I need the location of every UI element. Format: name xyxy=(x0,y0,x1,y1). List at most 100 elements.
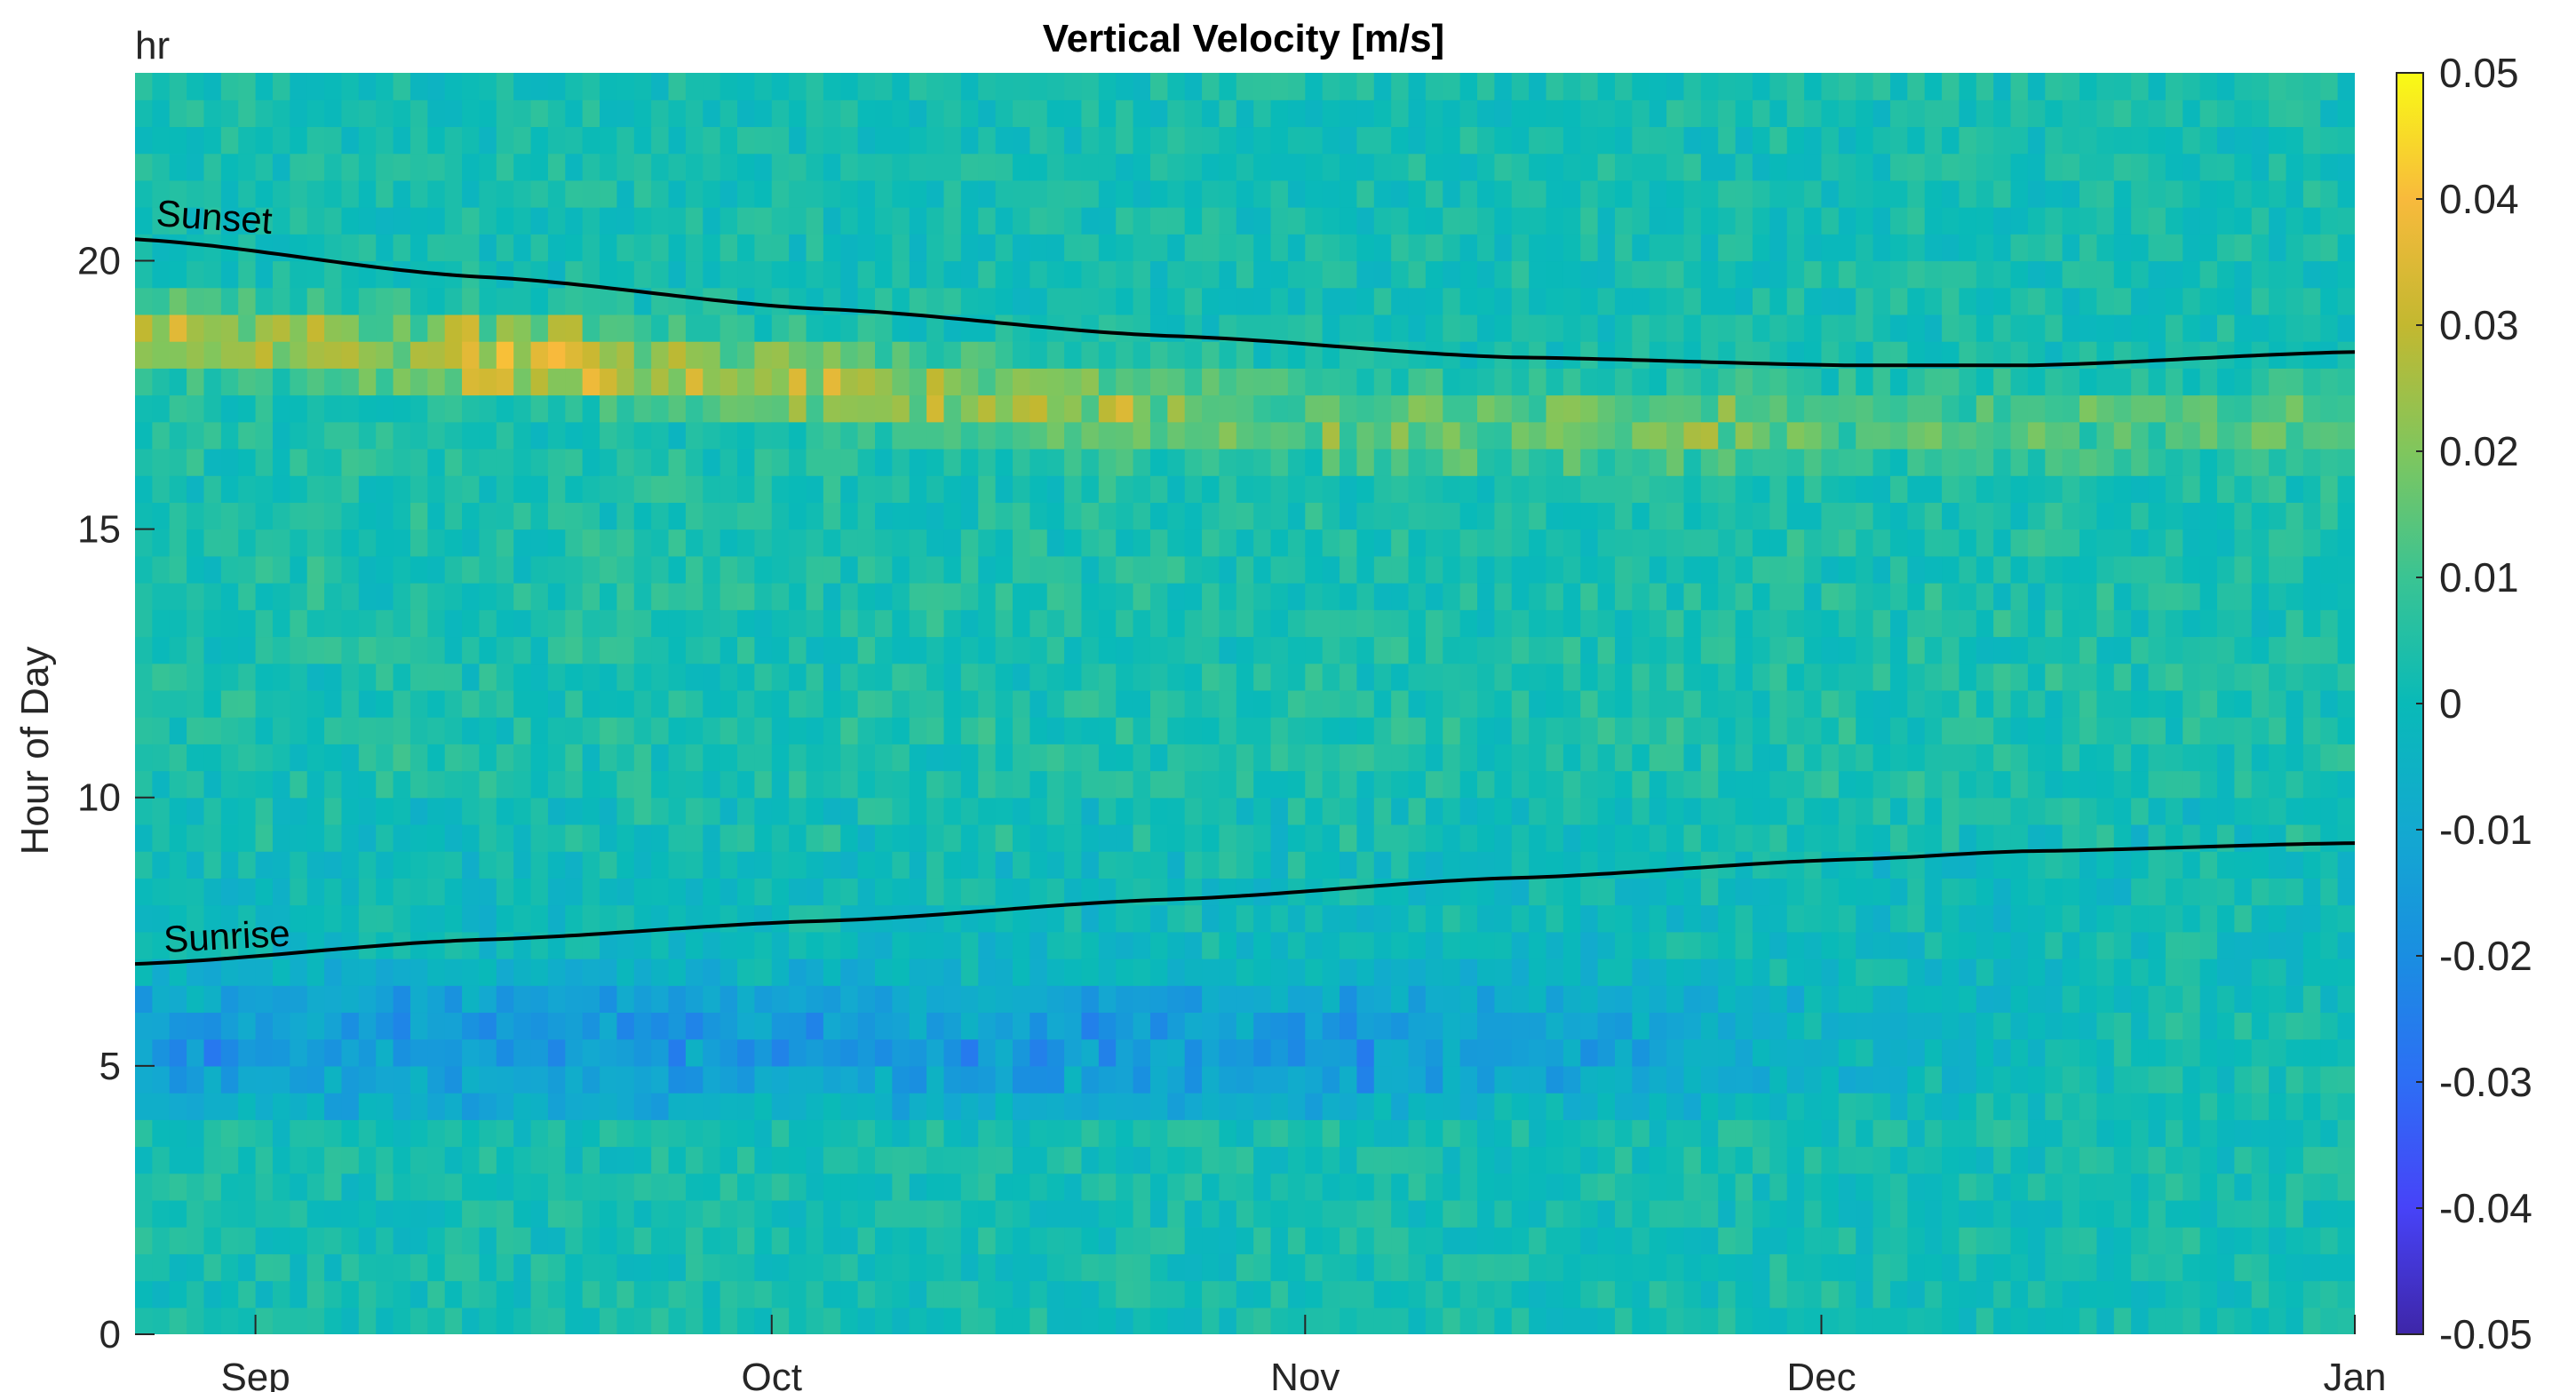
heatmap-cell xyxy=(1202,179,1220,208)
heatmap-cell xyxy=(703,368,721,396)
heatmap-cell xyxy=(1683,609,1702,638)
heatmap-cell xyxy=(720,583,738,610)
heatmap-cell xyxy=(479,1280,497,1308)
heatmap-cell xyxy=(187,555,205,584)
heatmap-cell xyxy=(1769,475,1788,503)
heatmap-cell xyxy=(1253,1253,1272,1282)
heatmap-cell xyxy=(1202,1146,1220,1174)
heatmap-cell xyxy=(1081,234,1100,262)
heatmap-cell xyxy=(823,153,841,181)
heatmap-cell xyxy=(1477,126,1495,155)
heatmap-cell xyxy=(754,717,773,744)
heatmap-cell xyxy=(135,1173,153,1201)
heatmap-cell xyxy=(1666,529,1685,557)
heatmap-cell xyxy=(513,502,532,530)
heatmap-cell xyxy=(1184,1253,1203,1282)
heatmap-cell xyxy=(1769,99,1788,128)
heatmap-cell xyxy=(600,985,618,1014)
heatmap-cell xyxy=(1666,1093,1685,1120)
heatmap-cell xyxy=(135,368,153,396)
heatmap-cell xyxy=(1046,689,1065,718)
heatmap-cell xyxy=(1735,73,1753,100)
heatmap-cell xyxy=(1340,797,1358,825)
heatmap-cell xyxy=(1838,368,1856,396)
heatmap-cell xyxy=(565,583,584,610)
heatmap-cell xyxy=(1184,502,1203,530)
heatmap-cell xyxy=(1804,1038,1823,1067)
heatmap-cell xyxy=(1872,529,1891,557)
heatmap-cell xyxy=(1838,207,1856,235)
heatmap-cell xyxy=(1735,1280,1753,1308)
heatmap-cell xyxy=(1202,1280,1220,1308)
heatmap-cell xyxy=(1459,368,1478,396)
heatmap-cell xyxy=(1907,126,1926,155)
heatmap-cell xyxy=(1184,663,1203,691)
heatmap-cell xyxy=(1666,717,1685,744)
heatmap-cell xyxy=(857,1065,876,1094)
heatmap-cell xyxy=(1666,878,1685,906)
heatmap-cell xyxy=(1872,689,1891,718)
heatmap-cell xyxy=(1562,1065,1581,1094)
heatmap-cell xyxy=(1752,73,1770,100)
heatmap-cell xyxy=(547,207,566,235)
heatmap-cell xyxy=(720,1093,738,1120)
heatmap-cell xyxy=(857,287,876,315)
heatmap-cell xyxy=(1202,878,1220,906)
heatmap-cell xyxy=(444,1280,463,1308)
heatmap-cell xyxy=(685,341,704,369)
heatmap-cell xyxy=(926,1280,945,1308)
heatmap-cell xyxy=(290,985,308,1014)
heatmap-cell xyxy=(1718,1280,1737,1308)
heatmap-cell xyxy=(324,421,343,449)
heatmap-cell xyxy=(1683,689,1702,718)
heatmap-cell xyxy=(1116,502,1134,530)
heatmap-cell xyxy=(1167,287,1186,315)
heatmap-cell xyxy=(1116,1038,1134,1067)
heatmap-cell xyxy=(306,744,325,772)
heatmap-cell xyxy=(358,717,377,744)
heatmap-cell xyxy=(1340,99,1358,128)
heatmap-cell xyxy=(479,636,497,664)
heatmap-cell xyxy=(1133,73,1151,100)
heatmap-cell xyxy=(1149,448,1168,476)
heatmap-cell xyxy=(582,475,600,503)
heatmap-cell xyxy=(1632,797,1650,825)
heatmap-cell xyxy=(1046,958,1065,986)
heatmap-cell xyxy=(1580,207,1599,235)
heatmap-cell xyxy=(1804,1173,1823,1201)
heatmap-cell xyxy=(909,1307,927,1334)
heatmap-cell xyxy=(513,985,532,1014)
heatmap-cell xyxy=(1133,583,1151,610)
heatmap-cell xyxy=(1838,1280,1856,1308)
heatmap-cell xyxy=(1683,260,1702,289)
heatmap-cell xyxy=(1942,1065,1960,1094)
heatmap-cell xyxy=(341,1199,360,1228)
heatmap-cell xyxy=(995,475,1014,503)
heatmap-cell xyxy=(1580,448,1599,476)
heatmap-cell xyxy=(737,797,755,825)
heatmap-cell xyxy=(409,1012,428,1040)
heatmap-cell xyxy=(1562,1199,1581,1228)
heatmap-cell xyxy=(960,797,979,825)
heatmap-cell xyxy=(358,1038,377,1067)
heatmap-cell xyxy=(187,931,205,959)
heatmap-cell xyxy=(1580,99,1599,128)
heatmap-cell xyxy=(409,448,428,476)
heatmap-cell xyxy=(1718,1227,1737,1254)
heatmap-cell xyxy=(1116,207,1134,235)
heatmap-cell xyxy=(1942,851,1960,879)
heatmap-cell xyxy=(685,1253,704,1282)
heatmap-cell xyxy=(1202,797,1220,825)
heatmap-cell xyxy=(1459,851,1478,879)
heatmap-cell xyxy=(1236,1093,1254,1120)
heatmap-cell xyxy=(1632,663,1650,691)
heatmap-cell xyxy=(1219,663,1237,691)
heatmap-cell xyxy=(341,555,360,584)
heatmap-cell xyxy=(1322,555,1340,584)
heatmap-cell xyxy=(1133,529,1151,557)
heatmap-cell xyxy=(1889,1307,1908,1334)
heatmap-cell xyxy=(737,717,755,744)
heatmap-cell xyxy=(409,153,428,181)
heatmap-cell xyxy=(238,663,257,691)
heatmap-cell xyxy=(169,609,187,638)
